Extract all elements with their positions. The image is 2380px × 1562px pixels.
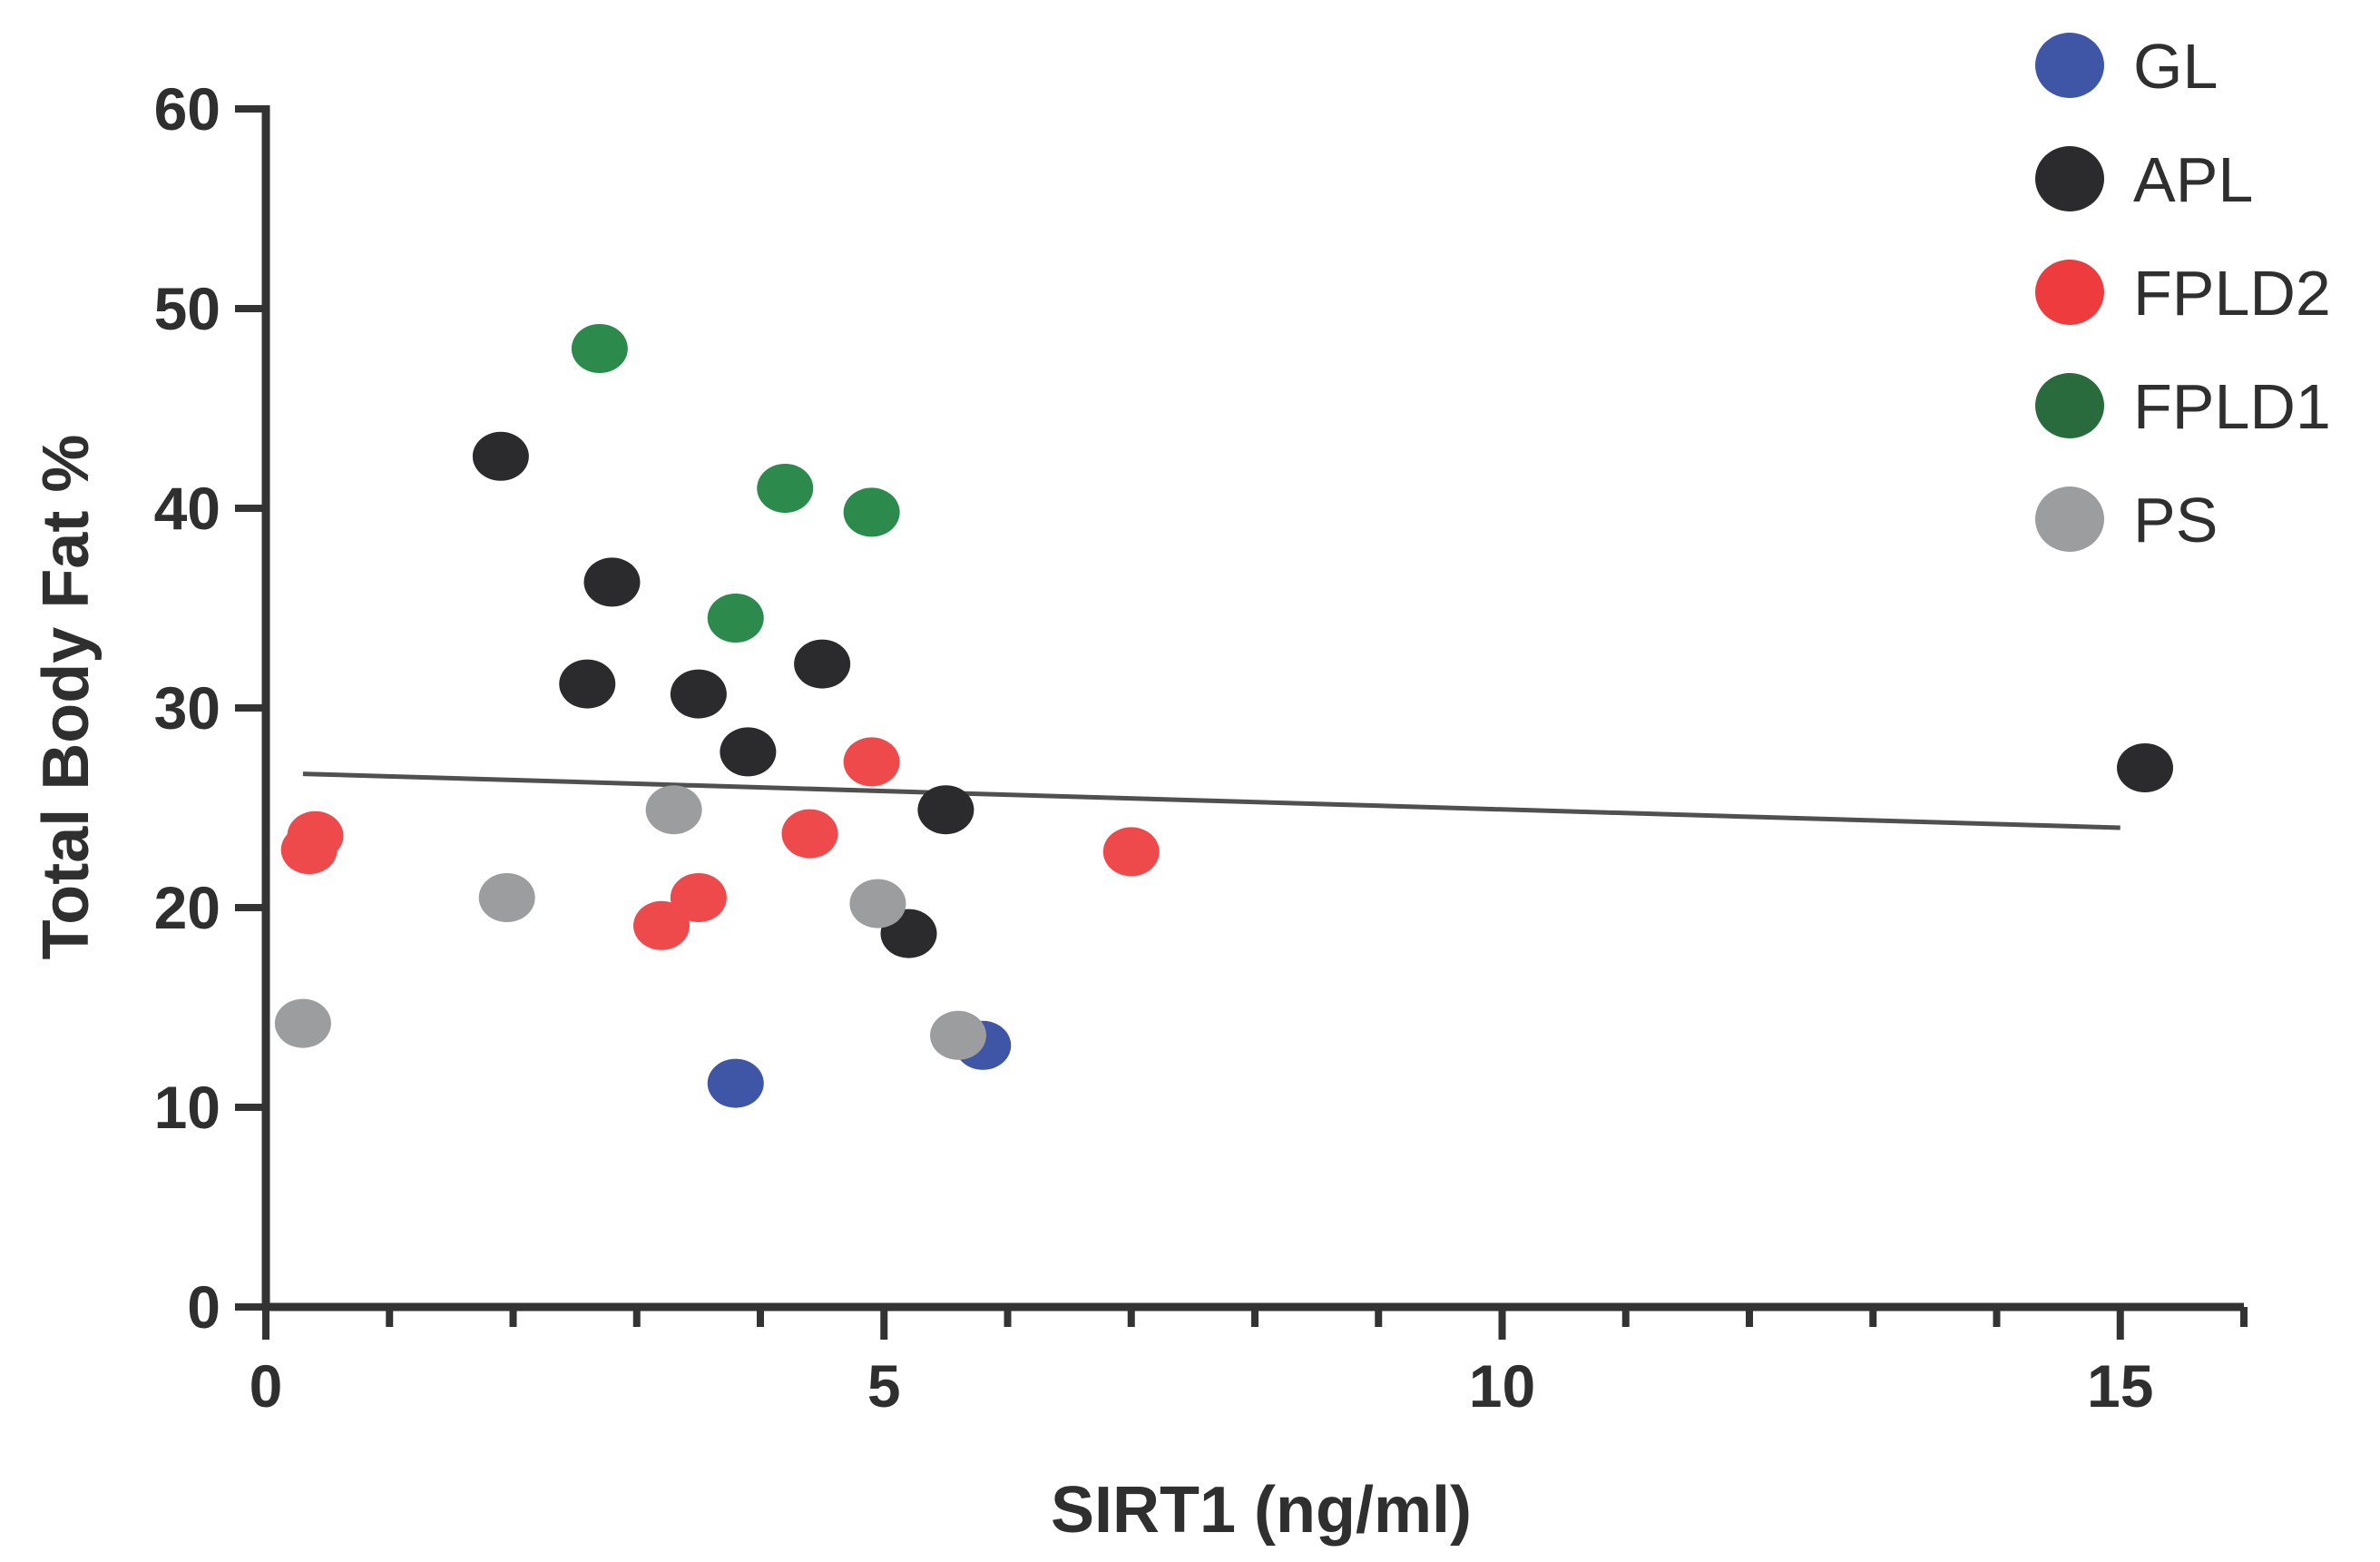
- y-tick-label: 50: [154, 275, 220, 342]
- data-point-ps: [478, 873, 535, 922]
- data-point-gl: [707, 1058, 764, 1108]
- legend-label-fpld1: FPLD1: [2133, 371, 2331, 442]
- legend-marker-gl: [2035, 33, 2104, 98]
- data-point-fpld1: [571, 324, 628, 373]
- data-point-apl: [720, 727, 777, 777]
- y-tick-label: 40: [154, 475, 220, 542]
- data-point-apl: [2117, 743, 2173, 792]
- legend-label-apl: APL: [2133, 144, 2253, 215]
- y-axis-title: Total Body Fat %: [30, 435, 103, 960]
- legend-marker-fpld1: [2035, 373, 2104, 438]
- data-point-apl: [917, 785, 975, 835]
- legend-marker-apl: [2035, 146, 2104, 211]
- data-point-apl: [583, 557, 641, 607]
- data-point-ps: [645, 785, 702, 835]
- legend-marker-fpld2: [2035, 260, 2104, 325]
- data-point-fpld2: [1102, 827, 1160, 877]
- legend-label-gl: GL: [2133, 31, 2218, 102]
- data-point-fpld2: [781, 809, 838, 859]
- x-tick-label: 10: [1469, 1352, 1535, 1420]
- regression-line: [302, 771, 2120, 830]
- y-tick-label: 20: [154, 874, 220, 941]
- data-point-fpld2: [633, 900, 690, 950]
- x-tick-label: 0: [250, 1352, 283, 1420]
- y-tick-label: 0: [187, 1273, 220, 1341]
- data-point-apl: [670, 669, 727, 719]
- x-axis-title: SIRT1 (ng/ml): [1051, 1474, 1472, 1547]
- data-point-ps: [930, 1010, 986, 1060]
- data-point-fpld1: [707, 594, 764, 643]
- data-point-fpld2: [280, 825, 338, 875]
- x-tick-label: 15: [2087, 1352, 2153, 1420]
- axes: 0 10 20 30 40 50 60 0 5 10 15: [154, 75, 2248, 1420]
- x-tick-label: 5: [867, 1352, 901, 1420]
- data-points: [274, 324, 2173, 1108]
- legend-label-ps: PS: [2133, 485, 2218, 555]
- data-point-ps: [849, 879, 906, 928]
- legend-label-fpld2: FPLD2: [2133, 258, 2331, 329]
- data-point-apl: [559, 659, 616, 709]
- y-tick-label: 30: [154, 674, 220, 742]
- data-point-apl: [794, 639, 851, 689]
- legend: GL APL FPLD2 FPLD1 PS: [2035, 31, 2331, 555]
- y-tick-label: 10: [154, 1074, 220, 1141]
- data-point-ps: [274, 998, 331, 1048]
- trendline-layer: [302, 771, 2120, 830]
- y-tick-label: 60: [154, 75, 220, 142]
- data-point-fpld2: [843, 737, 900, 787]
- data-point-fpld1: [757, 464, 814, 513]
- data-point-fpld2: [670, 873, 727, 922]
- legend-marker-ps: [2035, 486, 2104, 552]
- data-point-apl: [472, 431, 529, 481]
- data-point-fpld1: [843, 487, 900, 537]
